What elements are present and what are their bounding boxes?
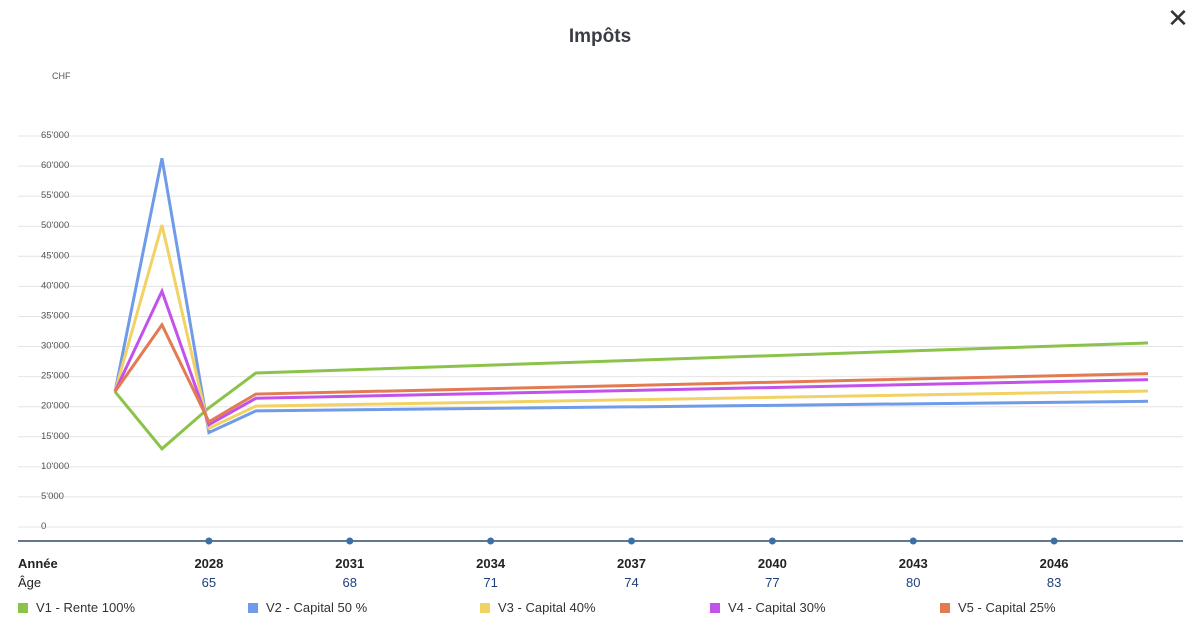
legend-label: V4 - Capital 30%	[728, 600, 826, 615]
age-label: 83	[1046, 575, 1062, 590]
year-row-label: Année	[18, 556, 58, 571]
y-tick-label: 35'000	[41, 310, 69, 321]
y-tick-label: 10'000	[41, 461, 69, 472]
legend-item-v2[interactable]: V2 - Capital 50 %	[248, 600, 367, 615]
year-row: Année 2028 2031 2034 2037 2040 2043 2046	[0, 556, 1200, 576]
series-line-v5	[113, 321, 1149, 424]
close-icon[interactable]: ✕	[1167, 3, 1189, 33]
x-tick-label: 2043	[898, 556, 928, 571]
legend-label: V5 - Capital 25%	[958, 600, 1056, 615]
series-line-v2	[113, 157, 1149, 435]
legend-swatch	[248, 602, 258, 613]
y-tick-label: 60'000	[41, 160, 69, 171]
y-tick-label: 30'000	[41, 341, 69, 352]
legend-label: V3 - Capital 40%	[498, 600, 596, 615]
legend-item-v1[interactable]: V1 - Rente 100%	[18, 600, 135, 615]
age-row: Âge 65 68 71 74 77 80 83	[0, 575, 1200, 595]
series-line-v3	[113, 224, 1149, 431]
y-axis-unit-label: CHF	[52, 71, 71, 81]
legend-swatch	[18, 602, 28, 613]
x-tick-dot	[1050, 537, 1058, 545]
y-tick-label: 50'000	[41, 220, 69, 231]
age-row-label: Âge	[18, 575, 42, 590]
x-tick-label: 2031	[335, 556, 365, 571]
legend-label: V2 - Capital 50 %	[266, 600, 368, 615]
series-line-v1	[113, 341, 1149, 451]
x-tick-dot	[909, 537, 917, 545]
x-tick-dot	[205, 537, 213, 545]
y-tick-label: 5'000	[41, 491, 64, 502]
age-label: 65	[201, 575, 217, 590]
legend-item-v4[interactable]: V4 - Capital 30%	[710, 600, 826, 615]
age-label: 74	[624, 575, 639, 590]
y-tick-label: 15'000	[41, 431, 69, 442]
legend-swatch	[480, 602, 490, 613]
age-label: 71	[483, 575, 498, 590]
legend-swatch	[940, 602, 950, 613]
y-tick-label: 45'000	[41, 250, 69, 261]
y-tick-label: 20'000	[41, 401, 69, 412]
x-tick-label: 2046	[1039, 556, 1069, 571]
legend-item-v5[interactable]: V5 - Capital 25%	[940, 600, 1056, 615]
age-label: 80	[905, 575, 921, 590]
y-tick-label: 40'000	[41, 280, 69, 291]
x-tick-label: 2034	[476, 556, 506, 571]
chart-title: Impôts	[568, 26, 632, 47]
legend-item-v3[interactable]: V3 - Capital 40%	[480, 600, 596, 615]
legend-swatch	[710, 602, 720, 613]
y-tick-label: 65'000	[41, 130, 69, 141]
legend: V1 - Rente 100% V2 - Capital 50 % V3 - Cap…	[0, 600, 1200, 620]
x-tick-label: 2040	[757, 556, 787, 571]
series-line-v4	[113, 287, 1149, 427]
x-tick-label: 2037	[617, 556, 646, 571]
age-label: 68	[342, 575, 357, 590]
x-tick-label: 2028	[194, 556, 224, 571]
x-tick-dot	[487, 537, 495, 545]
legend-label: V1 - Rente 100%	[36, 600, 136, 615]
x-tick-dot	[346, 537, 354, 545]
y-tick-label: 55'000	[41, 190, 69, 201]
age-label: 77	[765, 575, 780, 590]
x-tick-dot	[768, 537, 776, 545]
x-tick-dot	[628, 537, 635, 545]
y-tick-label: 0	[41, 521, 46, 532]
y-tick-label: 25'000	[41, 371, 69, 382]
